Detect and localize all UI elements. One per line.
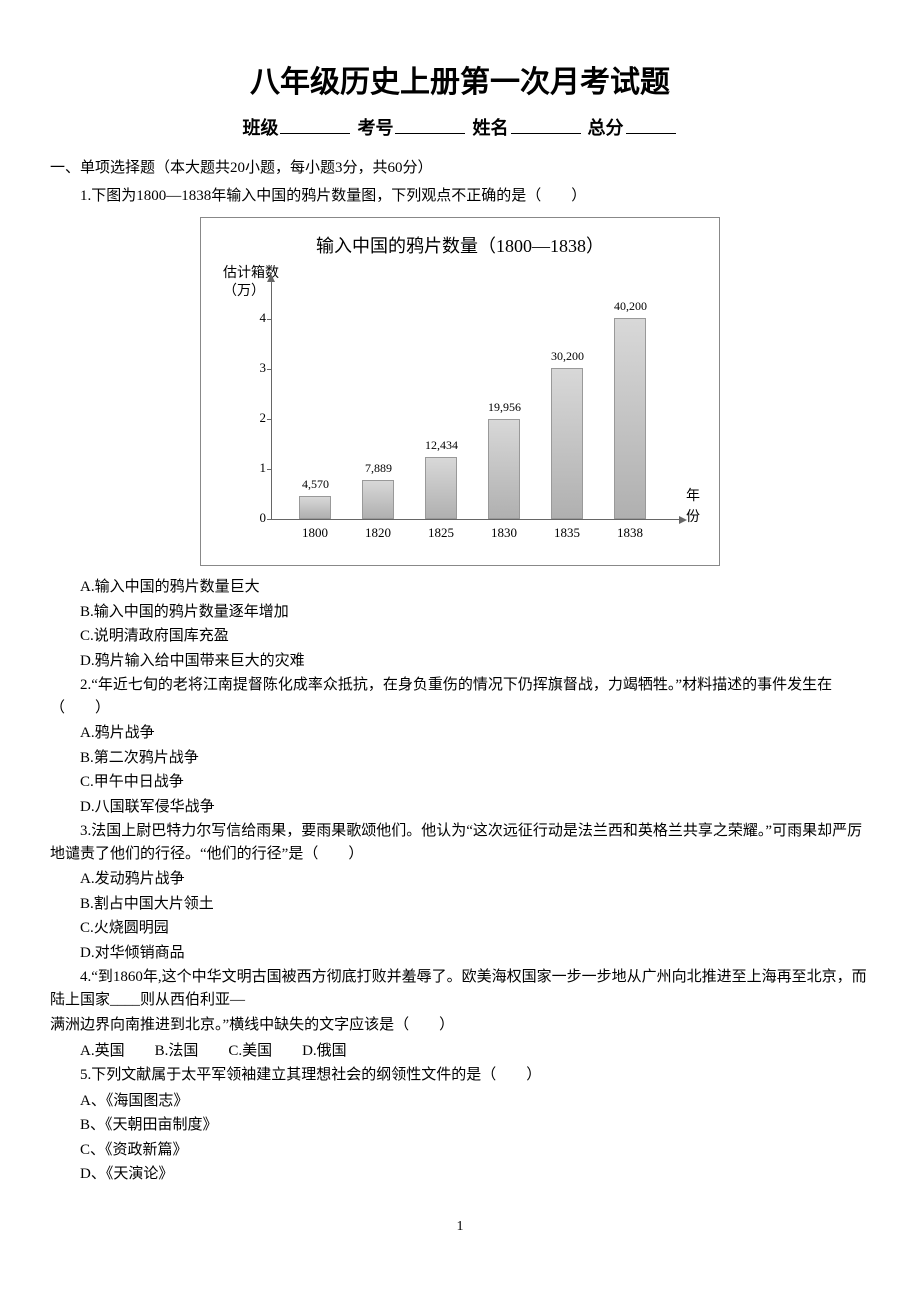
- class-blank[interactable]: [280, 116, 350, 134]
- y-tick-label: 0: [246, 508, 266, 528]
- q5-option-c: C、《资政新篇》: [50, 1139, 870, 1162]
- chart-bar: [551, 368, 583, 519]
- y-tick-label: 4: [246, 308, 266, 328]
- q2-option-c: C.甲午中日战争: [50, 771, 870, 794]
- q4-stem-part2: 满洲边界向南推进到北京。”横线中缺失的文字应该是（ ）: [50, 1014, 870, 1037]
- x-axis-label: 年份: [686, 486, 700, 528]
- q5-option-d: D、《天演论》: [50, 1163, 870, 1186]
- x-tick-label: 1820: [353, 523, 403, 543]
- chart-title: 输入中国的鸦片数量（1800—1838）: [221, 233, 699, 260]
- chart-bar: [425, 457, 457, 519]
- total-label: 总分: [588, 118, 624, 138]
- x-tick-label: 1830: [479, 523, 529, 543]
- examno-blank[interactable]: [395, 116, 465, 134]
- x-axis-line: [271, 519, 681, 520]
- bar-value-label: 4,570: [288, 475, 343, 493]
- q3-option-d: D.对华倾销商品: [50, 942, 870, 965]
- opium-chart: 输入中国的鸦片数量（1800—1838） 估计箱数 （万） 年份 012344,…: [200, 217, 720, 566]
- q3-option-a: A.发动鸦片战争: [50, 868, 870, 891]
- total-blank[interactable]: [626, 116, 676, 134]
- y-tick-mark: [267, 369, 271, 370]
- exam-title: 八年级历史上册第一次月考试题: [50, 60, 870, 105]
- bar-value-label: 7,889: [351, 459, 406, 477]
- y-tick-mark: [267, 469, 271, 470]
- y-axis-line: [271, 280, 272, 520]
- q5-option-b: B、《天朝田亩制度》: [50, 1114, 870, 1137]
- page-number: 1: [50, 1216, 870, 1237]
- name-label: 姓名: [473, 118, 509, 138]
- x-tick-label: 1800: [290, 523, 340, 543]
- q5-option-a: A、《海国图志》: [50, 1090, 870, 1113]
- bar-value-label: 12,434: [414, 436, 469, 454]
- y-tick-mark: [267, 419, 271, 420]
- q1-option-a: A.输入中国的鸦片数量巨大: [50, 576, 870, 599]
- examno-label: 考号: [357, 118, 393, 138]
- q2-option-b: B.第二次鸦片战争: [50, 747, 870, 770]
- student-info-line: 班级 考号 姓名 总分: [50, 115, 870, 142]
- chart-plot-area: 估计箱数 （万） 年份 012344,57018007,889182012,43…: [271, 270, 679, 550]
- q1-option-b: B.输入中国的鸦片数量逐年增加: [50, 601, 870, 624]
- q2-stem: 2.“年近七旬的老将江南提督陈化成率众抵抗，在身负重伤的情况下仍挥旗督战，力竭牺…: [50, 674, 870, 719]
- bar-value-label: 40,200: [603, 297, 658, 315]
- bar-value-label: 19,956: [477, 398, 532, 416]
- section1-header: 一、单项选择题（本大题共20小题，每小题3分，共60分）: [50, 157, 870, 180]
- y-tick-mark: [267, 319, 271, 320]
- chart-bar: [614, 318, 646, 519]
- q5-stem: 5.下列文献属于太平军领袖建立其理想社会的纲领性文件的是（ ）: [50, 1064, 870, 1087]
- q1-stem: 1.下图为1800—1838年输入中国的鸦片数量图，下列观点不正确的是（ ）: [50, 185, 870, 208]
- q2-option-d: D.八国联军侵华战争: [50, 796, 870, 819]
- y-tick-label: 3: [246, 358, 266, 378]
- y-tick-label: 2: [246, 408, 266, 428]
- x-tick-label: 1835: [542, 523, 592, 543]
- q4-options: A.英国 B.法国 C.美国 D.俄国: [50, 1040, 870, 1063]
- class-label: 班级: [242, 118, 278, 138]
- name-blank[interactable]: [511, 116, 581, 134]
- q2-option-a: A.鸦片战争: [50, 722, 870, 745]
- q3-stem: 3.法国上尉巴特力尔写信给雨果，要雨果歌颂他们。他认为“这次远征行动是法兰西和英…: [50, 820, 870, 865]
- y-axis-arrow-icon: [267, 274, 275, 282]
- q4-stem-part1: 4.“到1860年,这个中华文明古国被西方彻底打败并羞辱了。欧美海权国家一步一步…: [50, 966, 870, 1011]
- y-tick-label: 1: [246, 458, 266, 478]
- q3-option-c: C.火烧圆明园: [50, 917, 870, 940]
- chart-bar: [488, 419, 520, 519]
- chart-bar: [299, 496, 331, 519]
- q1-option-c: C.说明清政府国库充盈: [50, 625, 870, 648]
- x-tick-label: 1838: [605, 523, 655, 543]
- q3-option-b: B.割占中国大片领土: [50, 893, 870, 916]
- y-tick-mark: [267, 519, 271, 520]
- bar-value-label: 30,200: [540, 347, 595, 365]
- chart-bar: [362, 480, 394, 519]
- q1-option-d: D.鸦片输入给中国带来巨大的灾难: [50, 650, 870, 673]
- x-tick-label: 1825: [416, 523, 466, 543]
